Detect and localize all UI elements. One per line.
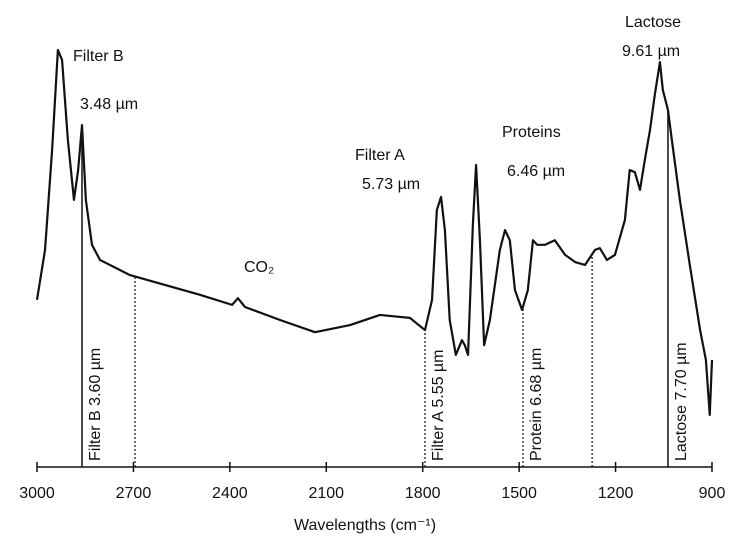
marker-label: Protein 6.68 µm: [528, 348, 545, 461]
x-tick-label: 2400: [212, 485, 248, 502]
marker-label: Filter A 5.55 µm: [430, 350, 447, 461]
marker-label: Filter B 3.60 µm: [87, 348, 104, 461]
annotation-text: 6.46 µm: [507, 163, 565, 180]
x-tick-label: 2700: [116, 485, 152, 502]
x-axis-title: Wavelengths (cm⁻¹): [294, 517, 436, 534]
x-tick-label: 1500: [501, 485, 537, 502]
annotation-name: Lactose: [625, 14, 681, 31]
spectrum-line: [35, 48, 714, 417]
annotation-name: Proteins: [502, 124, 561, 141]
annotation-name: Filter A: [355, 147, 405, 164]
x-tick-label: 1800: [405, 485, 441, 502]
annotation-text: 9.61 µm: [622, 43, 680, 60]
x-tick-label: 900: [699, 485, 726, 502]
annotation-name: Filter B: [73, 48, 124, 65]
annotation-name: CO₂: [244, 259, 274, 276]
marker-label: Lactose 7.70 µm: [673, 342, 690, 461]
annotation-text: 5.73 µm: [362, 176, 420, 193]
x-tick-label: 3000: [19, 485, 55, 502]
annotation-text: 3.48 µm: [80, 96, 138, 113]
x-tick-label: 2100: [308, 485, 344, 502]
x-tick-label: 1200: [598, 485, 634, 502]
